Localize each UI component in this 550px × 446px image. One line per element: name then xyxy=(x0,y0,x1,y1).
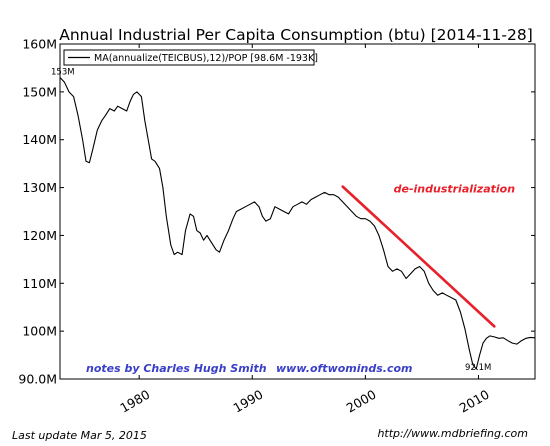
x-tick-label: 2010 xyxy=(457,387,492,416)
overlay-layer xyxy=(341,185,496,328)
x-tick-label: 1980 xyxy=(117,387,152,416)
x-tick-label: 1990 xyxy=(230,387,265,416)
notes-website: www.oftwominds.com xyxy=(276,362,413,375)
legend-box xyxy=(63,49,315,66)
plot-area xyxy=(59,43,536,380)
deindustrialization-annotation: de-industrialization xyxy=(394,182,516,195)
y-tick-label: 160M xyxy=(22,37,57,52)
y-tick-label: 90.0M xyxy=(18,372,57,387)
y-tick-label: 110M xyxy=(22,276,57,291)
legend-label: MA(annualize(TEICBUS),12)/POP [98.6M -19… xyxy=(94,53,318,64)
axes: 160M 150M 140M 130M 120M 110M 100M 90.0M 1980 199… xyxy=(18,37,535,416)
y-tick-label: 140M xyxy=(22,132,57,147)
source-url-label: http://www.mdbriefing.com xyxy=(377,427,528,440)
series-layer xyxy=(59,77,536,370)
start-value-label: 153M xyxy=(51,68,75,78)
y-tick-label: 150M xyxy=(22,84,57,99)
legend: MA(annualize(TEICBUS),12)/POP [98.6M -19… xyxy=(63,49,318,66)
y-tick-label: 130M xyxy=(22,180,57,195)
last-update-label: Last update Mar 5, 2015 xyxy=(12,429,147,442)
annotation-layer: 153M 92.1M de-industrialization xyxy=(51,68,515,373)
min-value-label: 92.1M xyxy=(465,363,491,373)
series-line xyxy=(59,77,536,370)
trend-line xyxy=(341,185,496,328)
y-tick-label: 120M xyxy=(22,228,57,243)
notes-author: notes by Charles Hugh Smith xyxy=(86,362,267,375)
y-tick-label: 100M xyxy=(22,324,57,339)
chart-title: Annual Industrial Per Capita Consumption… xyxy=(59,26,533,44)
x-tick-label: 2000 xyxy=(344,387,379,416)
